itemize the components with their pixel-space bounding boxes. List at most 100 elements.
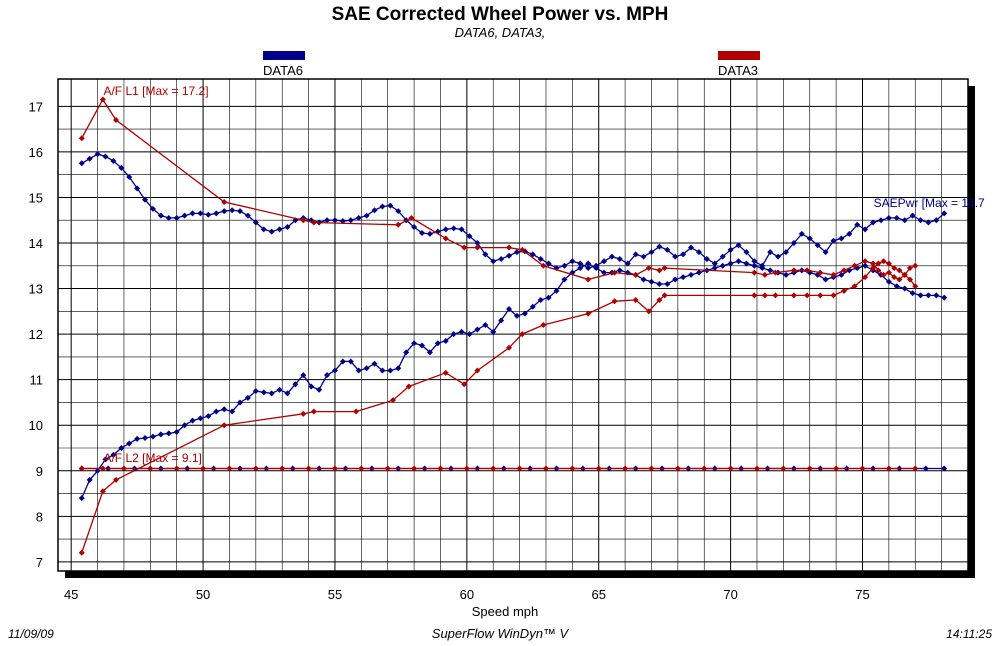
data-point — [814, 242, 821, 249]
data-point — [645, 265, 652, 272]
data-point — [384, 465, 391, 472]
y-tick-label: 9 — [36, 464, 43, 479]
data-point — [804, 267, 811, 274]
data-point — [279, 465, 286, 472]
annotation-label: A/F L1 [Max = 17.2] — [103, 84, 208, 98]
data-point — [442, 226, 449, 233]
data-point — [640, 253, 647, 260]
data-point — [347, 358, 354, 365]
data-point — [830, 271, 837, 278]
annotation-label: A/F L2 [Max = 9.1] — [103, 451, 201, 465]
data-point — [99, 488, 106, 495]
data-point — [601, 269, 607, 276]
x-tick-label: 65 — [591, 587, 605, 602]
x-tick-label: 45 — [64, 587, 78, 602]
data-point — [896, 276, 903, 283]
data-point — [806, 235, 813, 242]
data-point — [419, 342, 425, 349]
data-point — [841, 287, 848, 294]
footer-time: 14:11:25 — [946, 627, 992, 641]
data-point — [632, 271, 639, 278]
data-point — [310, 219, 317, 226]
data-point — [727, 260, 734, 267]
data-point — [727, 246, 734, 253]
data-point — [305, 465, 312, 472]
data-point — [841, 267, 848, 274]
data-point — [324, 372, 331, 379]
data-point — [772, 292, 779, 299]
series-data3-2 — [78, 96, 919, 283]
data-point — [284, 390, 291, 397]
data-point — [300, 217, 307, 224]
data-point — [885, 269, 892, 276]
data-point — [189, 210, 196, 217]
data-point — [126, 173, 133, 180]
data-point — [933, 292, 940, 299]
data-point — [664, 246, 671, 253]
data-point — [213, 210, 220, 217]
data-point — [308, 383, 315, 390]
data-point — [759, 262, 766, 269]
data-point — [252, 465, 259, 472]
data-point — [703, 255, 710, 262]
data-point — [149, 433, 156, 440]
data-point — [862, 274, 869, 281]
data-point — [371, 360, 378, 367]
data-point — [260, 226, 267, 233]
data-point — [506, 306, 513, 313]
data-point — [585, 260, 592, 267]
data-point — [331, 465, 338, 472]
data-point — [205, 413, 212, 420]
data-point — [506, 244, 513, 251]
data-point — [719, 262, 726, 269]
data-point — [616, 255, 623, 262]
data-point — [922, 465, 929, 472]
data-point — [466, 233, 473, 240]
data-point — [672, 253, 679, 260]
data-point — [181, 212, 188, 219]
data-point — [896, 267, 903, 274]
data-point — [885, 278, 892, 285]
y-tick-label: 14 — [29, 236, 43, 251]
data-point — [680, 251, 687, 258]
chart-subtitle: DATA6, DATA3, — [455, 25, 546, 40]
data-point — [680, 274, 687, 281]
data-point — [885, 214, 892, 221]
data-point — [221, 199, 228, 205]
data-point — [912, 465, 919, 472]
data-point — [102, 456, 109, 463]
annotation-label: SAEPwr [Max = 14.7 — [874, 196, 985, 210]
x-tick-label: 60 — [460, 587, 474, 602]
data-point — [672, 276, 679, 283]
data-point — [395, 365, 402, 372]
data-point — [661, 265, 668, 272]
data-point — [110, 451, 117, 458]
data-point — [490, 258, 497, 265]
footer-date: 11/09/09 — [8, 627, 54, 641]
x-axis-label: Speed mph — [472, 604, 539, 619]
data-point — [237, 399, 243, 406]
data-point — [553, 287, 560, 294]
data-point — [751, 269, 758, 276]
data-point — [355, 367, 362, 374]
data-point — [616, 267, 623, 274]
data-point — [901, 217, 908, 224]
data-point — [102, 153, 109, 160]
data-point — [426, 230, 433, 237]
data-point — [941, 465, 948, 472]
data-point — [226, 465, 233, 472]
data-point — [134, 435, 141, 442]
data-point — [411, 340, 418, 347]
data-point — [363, 365, 370, 372]
data-point — [157, 212, 164, 219]
data-point — [772, 269, 779, 276]
data-point — [877, 217, 884, 224]
data-point — [870, 260, 877, 267]
data-point — [347, 217, 354, 224]
data-point — [862, 226, 869, 233]
data-point — [99, 96, 106, 103]
y-tick-label: 8 — [36, 509, 43, 524]
data-point — [656, 267, 663, 274]
series-group — [78, 96, 948, 556]
data-point — [466, 331, 473, 338]
